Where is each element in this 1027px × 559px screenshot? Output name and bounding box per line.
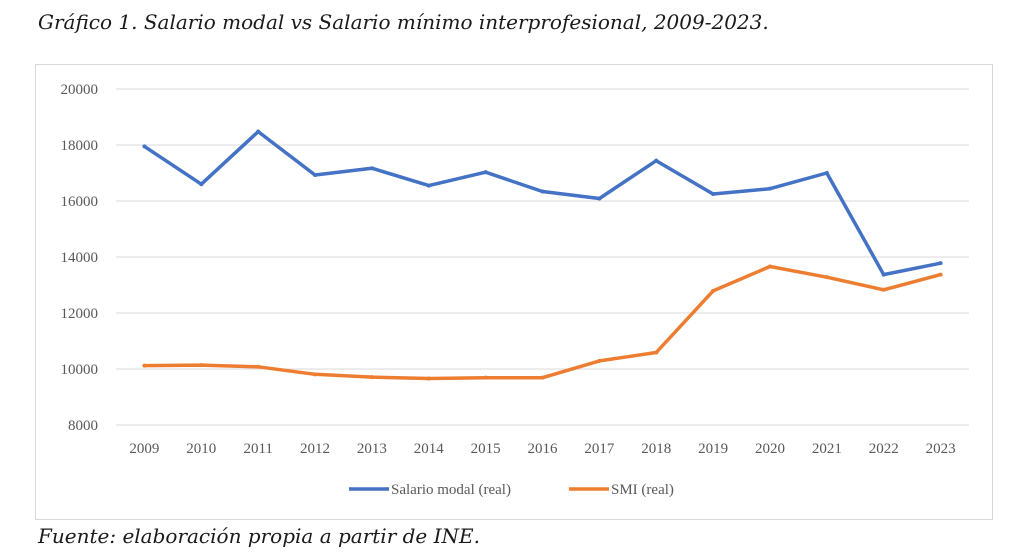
- x-tick-label: 2020: [755, 441, 785, 457]
- data-point: [654, 158, 659, 163]
- series-line-2: [142, 264, 943, 381]
- x-tick-label: 2015: [471, 441, 501, 457]
- data-point: [199, 363, 204, 368]
- x-tick-label: 2010: [186, 441, 216, 457]
- data-point: [540, 189, 545, 194]
- x-tick-label: 2022: [869, 441, 899, 457]
- y-axis-ticks: 8000 10000 12000 14000 16000 18000 20000: [61, 82, 99, 434]
- data-point: [711, 192, 716, 196]
- data-point: [199, 182, 204, 187]
- chart-frame: 8000 10000 12000 14000 16000 18000 20000 2009 2…: [35, 64, 993, 520]
- data-point: [767, 264, 772, 269]
- legend: Salario modal (real) SMI (real): [349, 482, 674, 498]
- data-point: [540, 375, 545, 380]
- data-point: [711, 288, 716, 293]
- x-tick-label: 2023: [926, 441, 956, 457]
- y-tick-label: 18000: [61, 138, 99, 154]
- y-tick-label: 8000: [68, 418, 98, 434]
- data-point: [142, 144, 147, 149]
- data-point: [767, 186, 772, 191]
- data-point: [256, 364, 261, 369]
- y-tick-label: 20000: [61, 82, 99, 98]
- data-point: [654, 350, 659, 355]
- x-tick-label: 2018: [641, 441, 671, 457]
- data-point: [483, 375, 488, 380]
- chart-caption-source: Fuente: elaboración propia a partir de I…: [38, 524, 480, 548]
- legend-label-1: Salario modal (real): [391, 482, 511, 498]
- data-point: [881, 287, 886, 292]
- series-lines: [142, 129, 943, 381]
- data-point: [313, 372, 318, 377]
- x-tick-label: 2019: [698, 441, 728, 457]
- x-axis-ticks: 2009 2010 2011 2012 2013 2014 2015 2016 2017 2018…: [129, 441, 955, 457]
- data-point: [369, 166, 374, 171]
- x-tick-label: 2011: [243, 441, 272, 457]
- legend-label-2: SMI (real): [611, 482, 674, 498]
- x-tick-label: 2009: [129, 441, 159, 457]
- data-point: [881, 272, 886, 277]
- data-point: [938, 261, 943, 266]
- y-tick-label: 10000: [61, 362, 99, 378]
- data-point: [142, 363, 147, 368]
- data-point: [938, 272, 943, 277]
- data-point: [369, 375, 374, 380]
- x-tick-label: 2014: [414, 441, 445, 457]
- data-point: [256, 129, 261, 134]
- data-point: [824, 171, 829, 175]
- data-point: [426, 376, 431, 381]
- data-point: [313, 172, 318, 177]
- x-tick-label: 2012: [300, 441, 330, 457]
- series-line-1: [142, 129, 943, 277]
- data-point: [824, 275, 829, 280]
- x-tick-label: 2016: [528, 441, 559, 457]
- data-point: [597, 358, 602, 363]
- x-tick-label: 2017: [584, 441, 615, 457]
- x-tick-label: 2021: [812, 441, 842, 457]
- y-tick-label: 12000: [61, 306, 99, 322]
- gridlines: [116, 88, 969, 426]
- data-point: [483, 170, 488, 175]
- x-tick-label: 2013: [357, 441, 387, 457]
- data-point: [426, 183, 431, 188]
- y-tick-label: 14000: [61, 250, 99, 266]
- y-tick-label: 16000: [61, 194, 99, 210]
- chart-caption-title: Gráfico 1. Salario modal vs Salario míni…: [38, 10, 769, 34]
- data-point: [597, 196, 602, 201]
